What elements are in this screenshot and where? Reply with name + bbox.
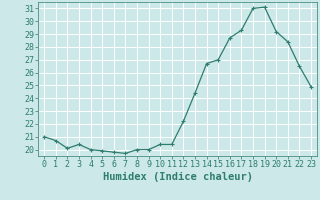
X-axis label: Humidex (Indice chaleur): Humidex (Indice chaleur) — [103, 172, 252, 182]
